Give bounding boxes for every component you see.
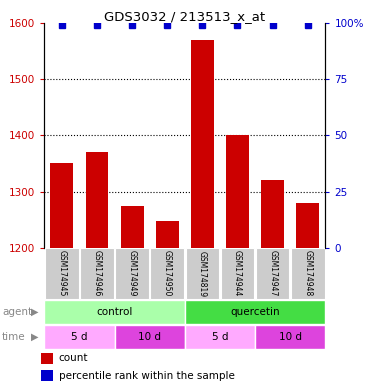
Text: count: count: [59, 353, 88, 363]
FancyBboxPatch shape: [185, 325, 255, 349]
Text: GSM174819: GSM174819: [198, 250, 207, 297]
FancyBboxPatch shape: [44, 300, 185, 324]
Text: control: control: [96, 307, 133, 317]
Bar: [191, 40, 214, 248]
Text: GSM174947: GSM174947: [268, 250, 277, 297]
Text: 5 d: 5 d: [212, 332, 228, 342]
Text: ▶: ▶: [31, 332, 38, 342]
FancyBboxPatch shape: [45, 248, 79, 299]
Text: GSM174948: GSM174948: [303, 250, 312, 297]
FancyBboxPatch shape: [186, 248, 219, 299]
FancyBboxPatch shape: [221, 248, 254, 299]
Text: percentile rank within the sample: percentile rank within the sample: [59, 371, 234, 381]
Text: agent: agent: [2, 307, 32, 317]
Text: ▶: ▶: [31, 307, 38, 317]
Bar: [50, 164, 73, 248]
Bar: [41, 370, 53, 381]
Bar: [226, 135, 249, 248]
Text: GSM174950: GSM174950: [163, 250, 172, 297]
FancyBboxPatch shape: [44, 325, 115, 349]
Text: GDS3032 / 213513_x_at: GDS3032 / 213513_x_at: [104, 10, 265, 23]
Text: GSM174944: GSM174944: [233, 250, 242, 297]
Bar: [156, 221, 179, 248]
FancyBboxPatch shape: [115, 325, 185, 349]
Text: time: time: [2, 332, 25, 342]
Bar: [296, 203, 319, 248]
Bar: [85, 152, 109, 248]
Bar: [121, 205, 144, 248]
FancyBboxPatch shape: [151, 248, 184, 299]
Text: 5 d: 5 d: [71, 332, 88, 342]
FancyBboxPatch shape: [80, 248, 114, 299]
FancyBboxPatch shape: [255, 325, 325, 349]
FancyBboxPatch shape: [115, 248, 149, 299]
Text: GSM174946: GSM174946: [92, 250, 102, 297]
Text: quercetin: quercetin: [230, 307, 280, 317]
FancyBboxPatch shape: [291, 248, 325, 299]
Bar: [41, 353, 53, 364]
Text: GSM174949: GSM174949: [127, 250, 137, 297]
FancyBboxPatch shape: [256, 248, 290, 299]
Text: GSM174945: GSM174945: [57, 250, 66, 297]
Text: 10 d: 10 d: [138, 332, 161, 342]
FancyBboxPatch shape: [185, 300, 325, 324]
Text: 10 d: 10 d: [279, 332, 302, 342]
Bar: [261, 180, 284, 248]
